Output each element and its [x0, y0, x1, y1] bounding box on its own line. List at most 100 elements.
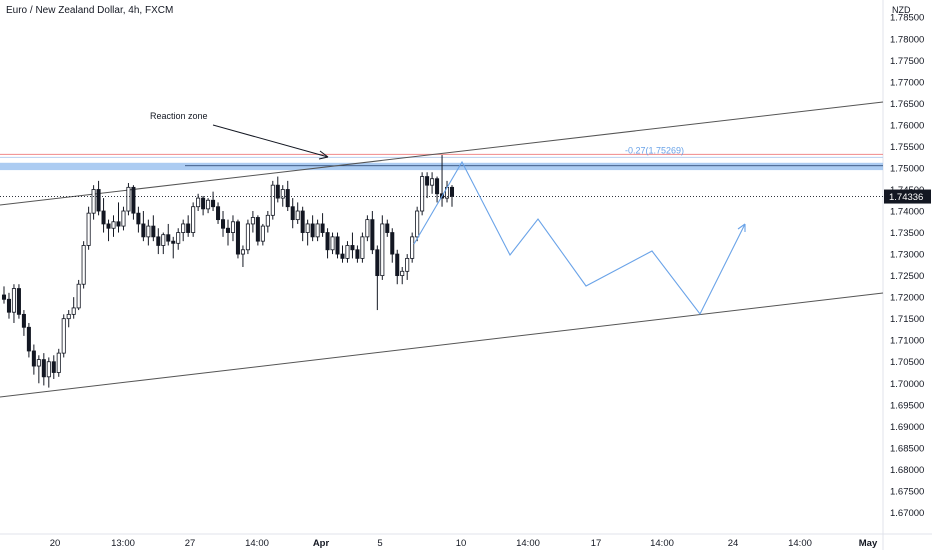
- candle-body: [415, 210, 420, 238]
- y-tick-label: 1.71500: [890, 314, 924, 325]
- candle-body: [216, 206, 221, 221]
- candle-body: [11, 288, 16, 313]
- y-tick-label: 1.77000: [890, 77, 924, 88]
- candle-body: [275, 184, 280, 199]
- candle-body: [230, 221, 235, 233]
- candle-body: [196, 197, 201, 208]
- candle-body: [61, 318, 66, 354]
- annotation-label: Reaction zone: [150, 111, 208, 121]
- candle-body: [240, 249, 245, 255]
- candle-body: [405, 257, 410, 272]
- candle-body: [360, 236, 365, 259]
- candle-body: [385, 223, 390, 233]
- candle-body: [1, 294, 7, 300]
- x-tick-label: 27: [185, 538, 196, 549]
- candle-body: [370, 219, 375, 251]
- candle-body: [51, 361, 56, 373]
- candle-body: [380, 223, 385, 277]
- candle-body: [225, 227, 231, 233]
- candle-body: [285, 189, 290, 208]
- candle-body: [310, 223, 315, 238]
- candle-body: [290, 206, 295, 221]
- y-tick-label: 1.70500: [890, 357, 924, 368]
- candle-body: [315, 223, 320, 238]
- candle-body: [56, 352, 61, 373]
- x-tick-label: 17: [591, 538, 602, 549]
- y-tick-label: 1.75000: [890, 163, 924, 174]
- candle-body: [181, 223, 186, 233]
- x-tick-label: Apr: [313, 538, 330, 549]
- candle-body: [335, 236, 340, 255]
- candle-body: [345, 245, 350, 259]
- candle-body: [146, 225, 151, 238]
- fib-label: -0.27(1.75269): [625, 145, 684, 155]
- candle-body: [86, 212, 91, 246]
- projection-arrowhead: [737, 223, 746, 232]
- candle-body: [435, 178, 440, 195]
- candle-body: [76, 283, 81, 309]
- y-tick-label: 1.70000: [890, 379, 924, 390]
- annotation-arrowhead: [318, 150, 329, 160]
- candle-body: [245, 223, 250, 251]
- candle-body: [375, 249, 380, 277]
- channel-upper-line: [0, 101, 884, 206]
- candle-body: [340, 253, 345, 259]
- candle-body: [121, 210, 126, 227]
- y-tick-label: 1.72500: [890, 271, 924, 282]
- candle-body: [295, 210, 300, 221]
- candle-body: [206, 199, 211, 210]
- chart-title: Euro / New Zealand Dollar, 4h, FXCM: [6, 5, 174, 16]
- y-tick-label: 1.74000: [890, 207, 924, 218]
- candle-body: [31, 350, 36, 367]
- current-price-tag: [884, 189, 931, 204]
- y-tick-label: 1.76000: [890, 120, 924, 131]
- x-tick-label: May: [859, 538, 878, 549]
- candle-body: [235, 221, 240, 255]
- candle-body: [171, 240, 176, 244]
- candle-body: [390, 232, 395, 255]
- y-tick-label: 1.78500: [890, 13, 924, 24]
- candle-body: [186, 223, 191, 233]
- candle-body: [300, 210, 305, 233]
- x-tick-label: 14:00: [245, 538, 269, 549]
- y-tick-label: 1.71000: [890, 336, 924, 347]
- candle-body: [161, 234, 166, 246]
- x-tick-label: 5: [377, 538, 382, 549]
- y-tick-label: 1.78000: [890, 34, 924, 45]
- candle-body: [425, 176, 430, 186]
- projection-path: [413, 160, 746, 316]
- candle-body: [211, 199, 216, 208]
- x-tick-label: 10: [456, 538, 467, 549]
- candle-body: [116, 221, 121, 227]
- y-tick-label: 1.72000: [890, 293, 924, 304]
- candle-body: [265, 214, 270, 227]
- x-tick-label: 14:00: [788, 538, 812, 549]
- candle-body: [46, 361, 51, 378]
- candle-body: [111, 221, 116, 229]
- candle-body: [6, 298, 11, 313]
- candle-body: [151, 225, 156, 238]
- candle-body: [255, 217, 260, 242]
- reaction-zone-band: [0, 162, 883, 171]
- y-tick-label: 1.67500: [890, 486, 924, 497]
- candle-body: [71, 307, 76, 315]
- y-tick-label: 1.73500: [890, 228, 924, 239]
- candle-body: [330, 236, 335, 251]
- candle-body: [449, 186, 455, 197]
- candle-body: [410, 236, 415, 259]
- candle-body: [400, 270, 405, 277]
- y-tick-label: 1.68500: [890, 443, 924, 454]
- candle-body: [96, 189, 101, 212]
- candle-body: [221, 219, 226, 229]
- candle-body: [156, 236, 161, 246]
- x-tick-label: 14:00: [516, 538, 540, 549]
- candle-body: [355, 249, 360, 259]
- candle-body: [26, 326, 31, 352]
- candle-body: [41, 359, 46, 378]
- y-tick-label: 1.69500: [890, 400, 924, 411]
- candle-body: [191, 206, 196, 233]
- candle-body: [320, 223, 325, 233]
- candle-body: [270, 184, 275, 216]
